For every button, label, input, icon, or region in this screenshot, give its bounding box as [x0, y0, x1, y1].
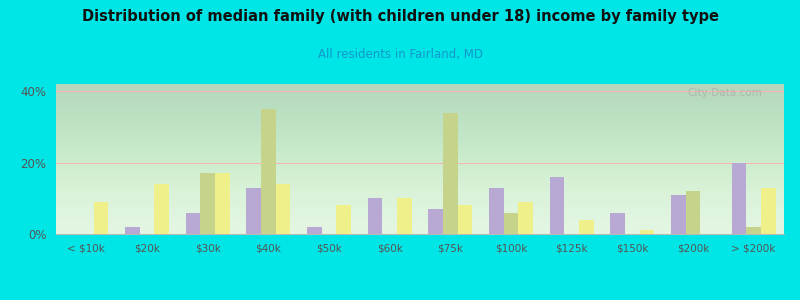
Bar [458, 206, 472, 234]
Bar [761, 188, 775, 234]
Bar [489, 188, 504, 234]
Bar [336, 206, 351, 234]
Bar [579, 220, 594, 234]
Bar [186, 213, 200, 234]
Bar [200, 173, 215, 234]
Bar [368, 198, 382, 234]
Bar [732, 163, 746, 234]
Bar [276, 184, 290, 234]
Bar [261, 109, 276, 234]
Bar [429, 209, 443, 234]
Bar [307, 227, 322, 234]
Bar [246, 188, 261, 234]
Bar [746, 227, 761, 234]
Bar [397, 198, 411, 234]
Bar [125, 227, 140, 234]
Text: City-Data.com: City-Data.com [687, 88, 762, 98]
Bar [686, 191, 700, 234]
Bar [550, 177, 564, 234]
Bar [443, 112, 458, 234]
Legend: Married couple, Male, no wife, Female, no husband: Married couple, Male, no wife, Female, n… [228, 297, 612, 300]
Text: All residents in Fairland, MD: All residents in Fairland, MD [318, 48, 482, 61]
Bar [518, 202, 533, 234]
Bar [504, 213, 518, 234]
Bar [94, 202, 108, 234]
Bar [215, 173, 230, 234]
Text: Distribution of median family (with children under 18) income by family type: Distribution of median family (with chil… [82, 9, 718, 24]
Bar [640, 230, 654, 234]
Bar [671, 195, 686, 234]
Bar [610, 213, 625, 234]
Bar [154, 184, 169, 234]
